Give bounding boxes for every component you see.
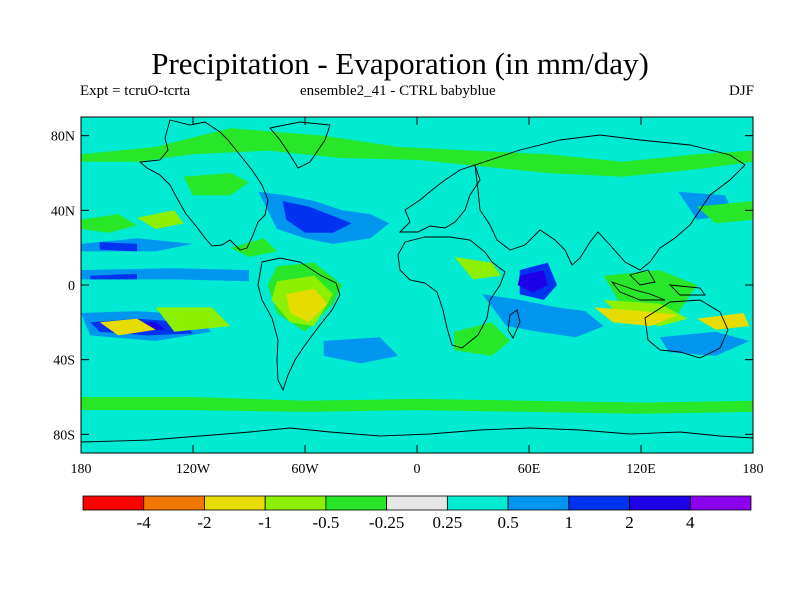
colorbar-label-7: 1 xyxy=(565,513,574,532)
coastline-north-america xyxy=(138,119,269,251)
colorbar-box-0 xyxy=(82,495,145,511)
map-axes: 180 120W 60W 0 60E 120E 180 80N 40N 0 40S 80S xyxy=(51,117,764,477)
colorbar-label-8: 2 xyxy=(625,513,634,532)
x-tick-label-6: 180 xyxy=(743,462,764,477)
colorbar-label-9: 4 xyxy=(686,513,695,532)
coastline-indonesia xyxy=(610,269,706,301)
colorbar-box-6 xyxy=(446,495,509,511)
coastline-africa xyxy=(397,236,506,349)
field-region-4-2 xyxy=(183,173,249,196)
coastline-madagascar xyxy=(507,309,521,339)
field-region-6-0 xyxy=(99,318,156,336)
x-tick-label-3: 0 xyxy=(414,462,421,477)
y-tick-label-1: 40N xyxy=(51,204,75,219)
season-label: DJF xyxy=(728,83,754,99)
field-region-4-5 xyxy=(230,238,277,257)
coastline-australia xyxy=(644,299,729,359)
field-region-3-0 xyxy=(517,270,548,293)
colorbar-box-10 xyxy=(689,495,752,511)
colorbar-label-0: -4 xyxy=(137,513,152,532)
coastline-south-america xyxy=(257,257,341,392)
field-region-6-2 xyxy=(594,307,679,327)
field-region-5-1 xyxy=(155,307,231,332)
colorbar-label-5: 0.25 xyxy=(432,513,462,532)
colorbar: -4 -2 -1 -0.5 -0.25 0.25 0.5 1 2 4 xyxy=(82,495,752,532)
colorbar-label-1: -2 xyxy=(197,513,211,532)
colorbar-box-3 xyxy=(264,495,327,511)
coastline-asia xyxy=(474,134,746,271)
colorbar-label-4: -0.25 xyxy=(369,513,404,532)
coastline-antarctica xyxy=(81,427,753,443)
colorbar-box-7 xyxy=(507,495,570,511)
colorbar-box-1 xyxy=(143,495,205,511)
field-region-2-4 xyxy=(90,273,137,280)
field-region-4-0 xyxy=(81,128,753,177)
field-region-2-0 xyxy=(282,201,352,233)
x-tick-label-5: 120E xyxy=(626,462,656,477)
coastline-europe xyxy=(398,164,481,233)
y-tick-label-4: 80S xyxy=(53,428,75,443)
x-tick-label-0: 180 xyxy=(71,462,92,477)
field-region-4-1 xyxy=(81,397,753,414)
x-tick-label-2: 60W xyxy=(291,462,319,477)
colorbar-label-6: 0.5 xyxy=(497,513,518,532)
colorbar-label-2: -1 xyxy=(258,513,272,532)
colorbar-box-5 xyxy=(386,495,448,511)
experiment-label: Expt = tcruO-tcrta xyxy=(80,83,191,99)
colorbar-box-4 xyxy=(325,495,388,511)
field-region-4-4 xyxy=(697,201,753,224)
field-region-1-4 xyxy=(482,294,604,338)
colorbar-box-8 xyxy=(568,495,630,511)
field-region-4-3 xyxy=(81,214,137,233)
colorbar-box-2 xyxy=(204,495,266,511)
y-tick-label-2: 0 xyxy=(68,279,75,294)
field-region-6-3 xyxy=(697,313,750,330)
field-region-2-3 xyxy=(99,242,137,252)
colorbar-label-3: -0.5 xyxy=(312,513,339,532)
coastlines xyxy=(81,119,753,443)
colorbar-box-9 xyxy=(629,495,691,511)
field-region-1-6 xyxy=(323,337,399,364)
field-region-5-0 xyxy=(137,210,184,229)
coastline-greenland xyxy=(269,121,331,169)
field-region-6-1 xyxy=(286,288,328,323)
y-tick-label-0: 80N xyxy=(51,130,75,145)
x-tick-label-4: 60E xyxy=(518,462,541,477)
ensemble-label: ensemble2_41 - CTRL babyblue xyxy=(300,83,496,99)
chart-title: Precipitation - Evaporation (in mm/day) xyxy=(151,46,649,81)
field-region-5-4 xyxy=(454,257,501,280)
x-tick-label-1: 120W xyxy=(176,462,211,477)
y-tick-label-3: 40S xyxy=(53,354,75,369)
field-contours xyxy=(81,117,753,453)
field-region-1-5 xyxy=(659,331,750,356)
field-region-4-7 xyxy=(454,322,511,356)
field-region-0-8 xyxy=(594,176,697,239)
field-region-0-0 xyxy=(81,117,753,453)
